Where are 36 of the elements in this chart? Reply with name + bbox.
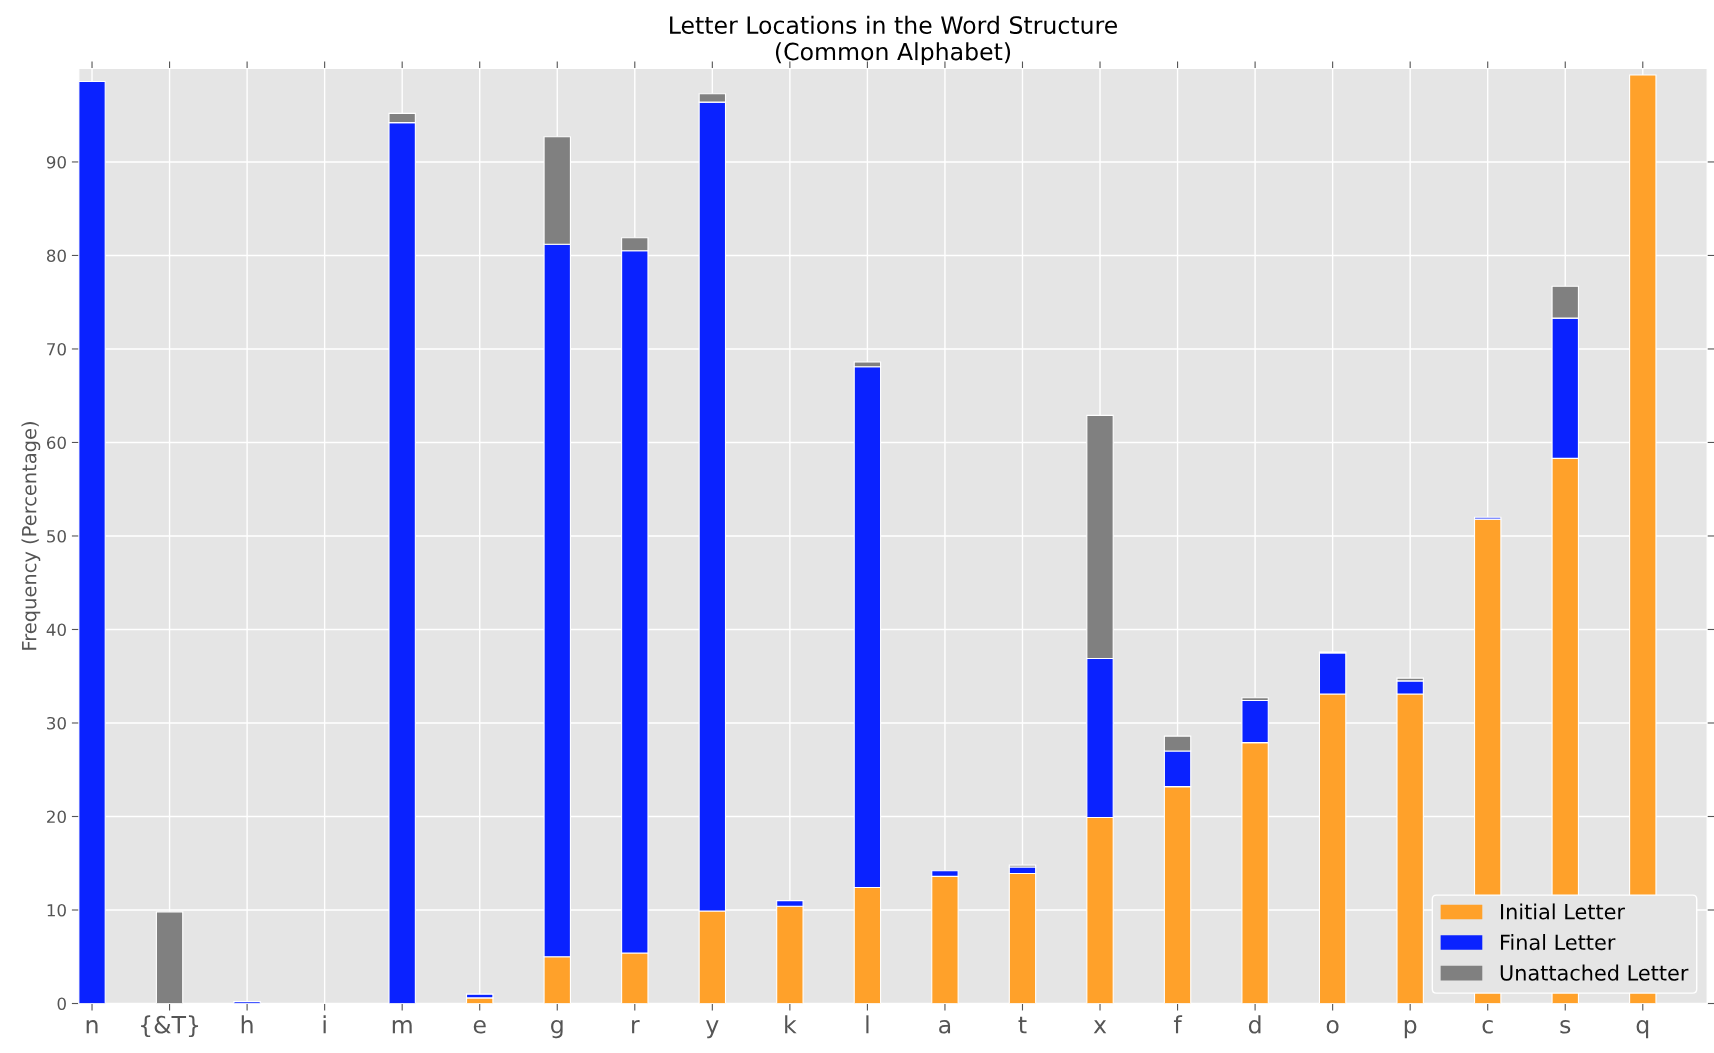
y-tick-label: 70 xyxy=(47,342,66,356)
y-tick-label: 50 xyxy=(47,529,66,543)
x-tick-label: d xyxy=(1248,1015,1261,1034)
x-tick-label: x xyxy=(1093,1020,1107,1034)
y-axis-title: Frequency (Percentage) xyxy=(21,422,41,650)
x-tick-label: p xyxy=(1404,1020,1417,1039)
x-tick-label: f xyxy=(1173,1015,1183,1034)
x-tick-label: k xyxy=(785,1015,797,1034)
x-tick-label: c xyxy=(1482,1020,1493,1034)
legend-label: Initial Letter xyxy=(1501,903,1626,920)
x-tick-label: o xyxy=(1326,1020,1339,1034)
x-tick-label: i xyxy=(323,1015,326,1034)
y-tick-label: 30 xyxy=(47,716,66,730)
x-tick-label: {&T} xyxy=(141,1015,199,1038)
x-tick-label: e xyxy=(473,1020,486,1034)
x-tick-label: m xyxy=(392,1020,412,1034)
x-tick-label: h xyxy=(241,1015,253,1034)
y-tick-label: 60 xyxy=(46,436,66,450)
x-tick-label: l xyxy=(866,1015,869,1034)
x-tick-label: q xyxy=(1636,1020,1649,1039)
x-tick-label: n xyxy=(86,1020,98,1034)
y-tick-label: 20 xyxy=(47,810,66,824)
x-tick-label: a xyxy=(939,1020,951,1034)
chart-title: Letter Locations in the Word Structure (Common Alphabet) xyxy=(670,15,1117,66)
x-tick-label: y xyxy=(706,1020,719,1039)
y-tick-label: 10 xyxy=(47,903,66,917)
y-tick-label: 40 xyxy=(46,623,66,637)
y-tick-label: 0 xyxy=(57,997,66,1011)
x-tick-label: t xyxy=(1018,1016,1027,1034)
legend-label: Unattached Letter xyxy=(1500,964,1689,981)
x-tick-label: s xyxy=(1560,1020,1571,1034)
y-tick-label: 80 xyxy=(46,249,66,263)
x-tick-label: r xyxy=(632,1020,640,1034)
legend-label: Final Letter xyxy=(1501,934,1616,951)
x-tick-label: g xyxy=(551,1020,563,1039)
y-tick-label: 90 xyxy=(46,155,66,169)
